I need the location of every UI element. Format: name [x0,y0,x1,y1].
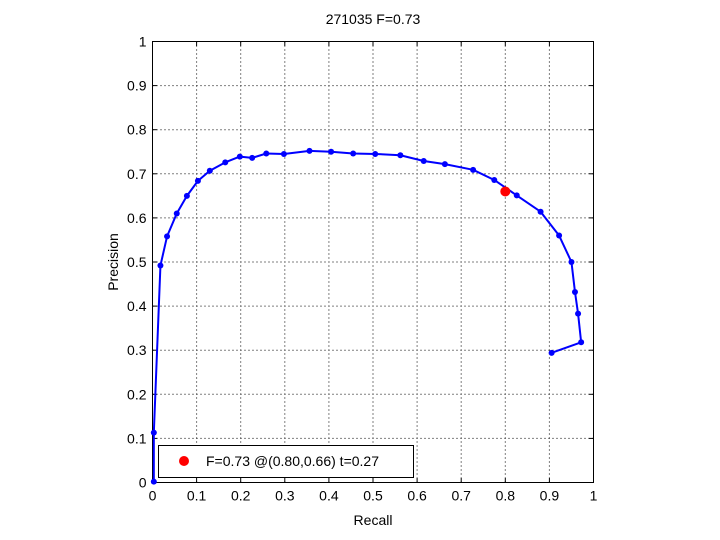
y-tick-label: 0.7 [127,166,147,182]
pr-curve-point [328,148,335,155]
pr-curve-line [152,149,583,482]
y-tick-label: 0.6 [127,210,147,226]
data-series [150,147,585,485]
pr-curve-point [556,232,563,239]
y-tick-label: 0.4 [127,298,147,314]
pr-curve-point [575,310,582,317]
highlight-point [500,186,511,197]
x-tick-label: 0.8 [496,488,516,504]
pr-curve-point [513,192,520,199]
pr-curve-point [571,288,578,295]
y-tick-label: 0 [139,475,147,491]
pr-curve-point [578,339,585,346]
x-tick-label: 0.4 [319,488,339,504]
x-axis-title: Recall [354,512,393,528]
legend-box [158,445,414,478]
y-axis-title: Precision [105,233,121,291]
y-tick-label: 0.5 [127,254,147,270]
pr-curve-point [372,150,379,157]
x-tick-label: 0.6 [407,488,427,504]
pr-curve-point [150,429,157,436]
y-tick-label: 0.2 [127,386,147,402]
pr-curve-point [173,210,180,217]
x-tick-label: 0.5 [363,488,383,504]
pr-curve-point [397,152,404,159]
y-tick-labels: 0 0.1 0.2 0.3 0.4 0.5 0.6 0.7 0.8 0.9 1 [127,34,147,491]
pr-curve-point [350,150,357,157]
pr-curve-point [206,167,213,174]
pr-curve-point [236,153,243,160]
legend: F=0.73 @(0.80,0.66) t=0.27 [158,445,414,478]
best-f-point [500,186,511,197]
plot-area-frame [152,41,594,483]
pr-curve-point [470,166,477,173]
legend-marker [179,456,189,466]
axis-ticks [152,41,594,483]
x-tick-label: 0.3 [275,488,295,504]
pr-curve-point [306,147,313,154]
y-tick-label: 0.8 [127,122,147,138]
x-tick-label: 0.2 [231,488,251,504]
x-tick-label: 0 [149,488,157,504]
y-tick-label: 0.1 [127,430,147,446]
x-tick-labels: 0 0.1 0.2 0.3 0.4 0.5 0.6 0.7 0.8 0.9 1 [149,488,598,504]
chart-title: 271035 F=0.73 [326,11,421,27]
pr-curve-point [263,150,270,157]
x-tick-label: 0.7 [451,488,471,504]
x-tick-label: 0.9 [540,488,560,504]
y-tick-label: 0.3 [127,342,147,358]
pr-curve-point [157,262,164,269]
legend-label: F=0.73 @(0.80,0.66) t=0.27 [206,453,379,469]
y-tick-label: 1 [139,34,147,50]
pr-curve-point [183,192,190,199]
pr-curve-point [222,159,229,166]
pr-curve-point [280,150,287,157]
pr-curve-point [441,161,448,168]
x-tick-label: 1 [590,488,598,504]
pr-curve-point [194,177,201,184]
y-tick-label: 0.9 [127,78,147,94]
pr-curve-point [420,158,427,165]
pr-curve-point [491,176,498,183]
pr-curve-point [150,478,157,485]
pr-curve-point [537,208,544,215]
x-tick-label: 0.1 [187,488,207,504]
grid-lines [152,41,594,483]
pr-curve-point [568,259,575,265]
pr-curve-point [164,233,171,240]
pr-curve-point [249,154,256,161]
pr-curve-point [548,349,555,356]
